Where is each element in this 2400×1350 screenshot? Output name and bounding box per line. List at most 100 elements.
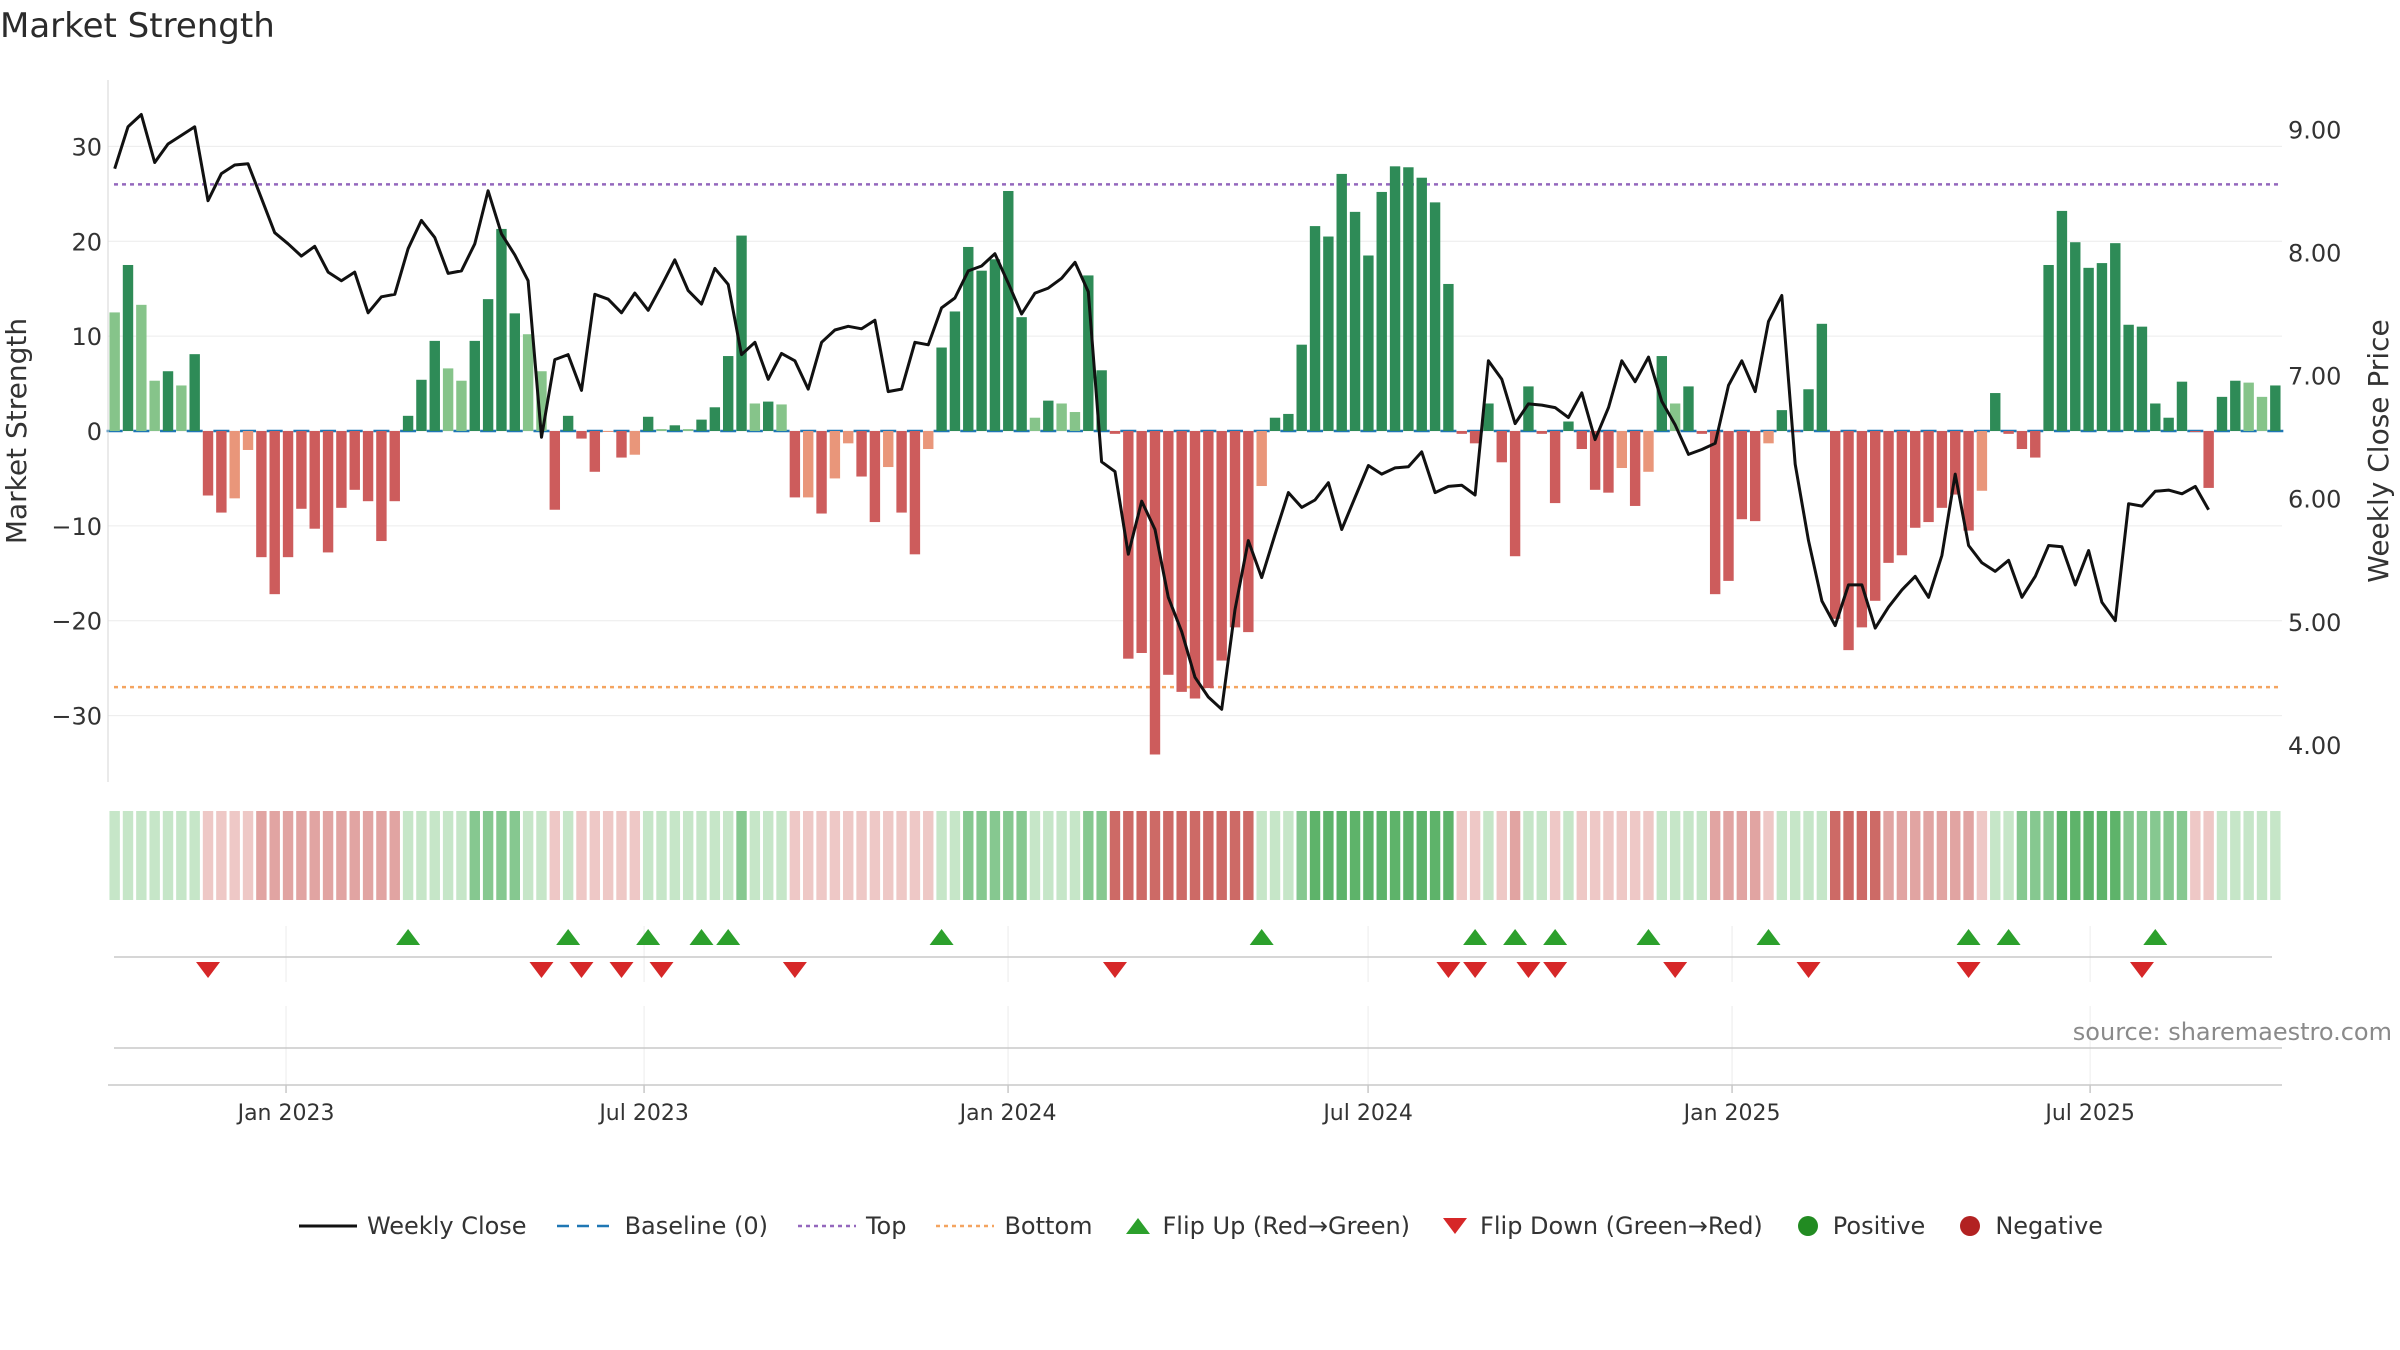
legend-item-flip-down: Flip Down (Green→Red) bbox=[1438, 1212, 1763, 1240]
legend-item-bottom: Bottom bbox=[934, 1212, 1093, 1240]
regime-cell bbox=[1963, 811, 1974, 900]
strength-bar bbox=[2190, 431, 2201, 432]
flip-up-marker bbox=[1543, 929, 1568, 945]
strength-bar bbox=[1523, 386, 1534, 431]
strength-bar bbox=[1069, 412, 1081, 431]
strength-bar bbox=[109, 312, 120, 431]
regime-cell bbox=[1576, 811, 1587, 900]
flip-down-marker bbox=[2129, 962, 2154, 978]
regime-cell bbox=[469, 811, 480, 900]
regime-cell bbox=[429, 811, 440, 900]
strength-bar bbox=[456, 380, 467, 431]
flip-down-marker bbox=[782, 962, 807, 978]
strength-bar bbox=[562, 415, 574, 431]
regime-cell bbox=[789, 811, 801, 900]
regime-cell bbox=[1256, 811, 1267, 900]
regime-cell bbox=[402, 811, 414, 900]
strength-bar bbox=[1243, 431, 1254, 633]
strength-bar bbox=[1816, 323, 1828, 431]
strength-bar bbox=[909, 431, 921, 555]
regime-cell bbox=[2176, 811, 2188, 900]
legend-swatch-icon bbox=[556, 1224, 615, 1228]
regime-cell bbox=[1883, 811, 1894, 900]
strength-bar bbox=[816, 431, 827, 514]
regime-cell bbox=[1616, 811, 1627, 900]
legend-swatch-icon bbox=[298, 1224, 357, 1228]
strength-bar bbox=[1749, 431, 1761, 522]
regime-cell bbox=[2216, 811, 2228, 900]
legend-item-line: Weekly Close bbox=[297, 1212, 527, 1240]
strength-bar bbox=[829, 431, 841, 479]
regime-cell bbox=[136, 811, 147, 900]
strength-bar bbox=[709, 407, 721, 431]
strength-bar bbox=[1163, 431, 1174, 675]
strength-bar bbox=[1936, 431, 1948, 508]
flip-up-marker bbox=[716, 929, 741, 945]
regime-cell bbox=[642, 811, 654, 900]
regime-cell bbox=[1349, 811, 1361, 900]
regime-cell bbox=[1069, 811, 1081, 900]
strength-bar bbox=[256, 431, 267, 558]
regime-cell bbox=[1283, 811, 1294, 900]
strength-bar bbox=[1203, 431, 1214, 689]
strength-bar bbox=[1763, 431, 1774, 444]
regime-cell bbox=[1976, 811, 1988, 900]
legend-label: Flip Down (Green→Red) bbox=[1480, 1212, 1763, 1240]
regime-cell bbox=[1189, 811, 1201, 900]
strength-bar bbox=[1349, 211, 1361, 431]
flip-down-marker bbox=[569, 962, 594, 978]
strength-bar bbox=[1189, 431, 1201, 699]
regime-cell bbox=[1509, 811, 1521, 900]
strength-bar bbox=[309, 431, 320, 529]
regime-cell bbox=[362, 811, 374, 900]
regime-cell bbox=[576, 811, 587, 900]
strength-bar bbox=[2110, 243, 2121, 431]
strength-bar bbox=[1149, 431, 1161, 755]
flip-up-marker bbox=[1996, 929, 2021, 945]
regime-cell bbox=[509, 811, 520, 900]
regime-cell bbox=[1656, 811, 1668, 900]
regime-cell bbox=[1990, 811, 2001, 900]
strength-bar bbox=[1896, 431, 1908, 556]
strength-bar bbox=[1256, 431, 1267, 487]
strength-bar bbox=[1536, 431, 1547, 434]
regime-cell bbox=[1549, 811, 1561, 900]
regime-cell bbox=[256, 811, 267, 900]
strength-bar bbox=[242, 431, 254, 450]
y2-tick-label: 5.00 bbox=[2288, 609, 2341, 637]
flip-markers bbox=[114, 926, 2272, 982]
regime-cell bbox=[322, 811, 334, 900]
strength-bar bbox=[1229, 431, 1241, 628]
regime-cell bbox=[1589, 811, 1601, 900]
strength-bar bbox=[1376, 191, 1387, 431]
regime-cell bbox=[1603, 811, 1614, 900]
strength-bar bbox=[496, 228, 507, 431]
strength-bar bbox=[669, 425, 681, 431]
flip-down-marker bbox=[1956, 962, 1981, 978]
regime-cell bbox=[1043, 811, 1054, 900]
strength-bar bbox=[2163, 417, 2174, 431]
regime-cell bbox=[1749, 811, 1761, 900]
strength-bar bbox=[282, 431, 294, 558]
strength-bar bbox=[482, 299, 494, 431]
regime-cell bbox=[989, 811, 1001, 900]
y2-axis-title: Weekly Close Price bbox=[2362, 319, 2395, 582]
strength-bar bbox=[1509, 431, 1521, 557]
regime-cell bbox=[109, 811, 120, 900]
strength-bar bbox=[442, 368, 454, 431]
strength-bar bbox=[629, 431, 641, 455]
legend-item-positive: Positive bbox=[1791, 1212, 1925, 1240]
strength-bar bbox=[1950, 431, 1961, 495]
strength-bar bbox=[2150, 403, 2161, 431]
regime-cell bbox=[1336, 811, 1347, 900]
regime-cell bbox=[1776, 811, 1788, 900]
regime-cell bbox=[629, 811, 641, 900]
flip-down-marker bbox=[649, 962, 674, 978]
strength-bar bbox=[1723, 431, 1734, 581]
weekly-close-layer bbox=[113, 113, 2210, 711]
regime-cell bbox=[1910, 811, 1921, 900]
strength-bar bbox=[1856, 431, 1868, 628]
regime-cell bbox=[296, 811, 307, 900]
regime-cell bbox=[776, 811, 787, 900]
strength-bar bbox=[1269, 417, 1281, 431]
